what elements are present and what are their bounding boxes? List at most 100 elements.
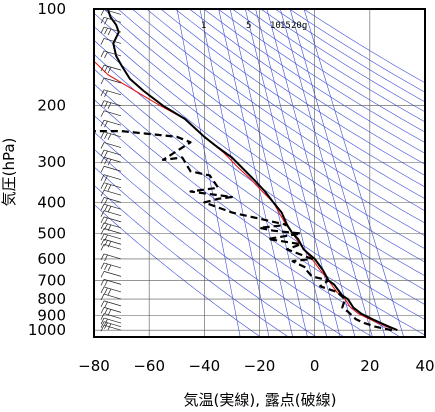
wind-barb-shaft [103, 38, 122, 44]
wind-barb-feather [100, 244, 105, 251]
wind-barb-feather [100, 216, 105, 224]
dry-adiabat-line [146, 9, 425, 200]
wind-barb-feather [104, 65, 108, 73]
wind-barb-feather [100, 64, 105, 72]
y-axis-label: 気圧(hPa) [0, 138, 18, 207]
wind-barb-shaft [103, 174, 122, 181]
wind-barb-feather [100, 149, 105, 157]
wind-barb-shaft [103, 233, 122, 240]
y-tick-label: 600 [37, 250, 66, 268]
wind-barb-feather [100, 77, 105, 85]
wind-barb-feather [104, 205, 108, 212]
wind-barb-shaft [103, 50, 122, 57]
mixing-ratio-label: 15 [280, 21, 291, 31]
mixing-ratio-line [280, 9, 373, 337]
wind-barb-feather [104, 158, 108, 165]
wind-barb-feather [100, 174, 105, 181]
dry-adiabat-line [175, 9, 425, 176]
wind-barb-feather [100, 325, 105, 332]
dry-adiabat-line [132, 9, 425, 212]
mixing-ratio-label: 10 [270, 21, 281, 31]
wind-barb-feather [107, 309, 112, 316]
wind-barb-feather [104, 150, 108, 158]
wind-barb-shaft [103, 119, 122, 126]
temperature-line [106, 9, 398, 332]
x-tick-label: −60 [133, 357, 165, 375]
wind-barb-feather [104, 175, 108, 182]
wind-barb-feather [104, 287, 108, 295]
y-tick-label: 800 [37, 290, 66, 308]
wind-barb-feather [100, 157, 105, 164]
y-tick-label: 200 [37, 97, 66, 115]
dry-adiabat-line [189, 9, 425, 165]
mixing-ratio-line [229, 9, 308, 337]
wind-barb-feather [104, 183, 108, 190]
wind-barb-shaft [103, 89, 122, 96]
wind-barb-feather [107, 206, 112, 213]
mixing-ratio-line [199, 9, 270, 337]
x-axis-label: 気温(実線), 露点(破線) [184, 391, 337, 409]
wind-barb-feather [104, 27, 108, 35]
wind-barb-shaft [103, 317, 122, 324]
dewpoint-line [94, 130, 393, 332]
guide-lines [94, 9, 425, 337]
dry-adiabat-line [94, 53, 425, 291]
mixing-ratio-line [303, 9, 404, 337]
wind-barb-shaft [103, 16, 122, 23]
wind-barb-feather [107, 288, 112, 296]
wind-barb-feather [100, 228, 105, 235]
wind-barb-feather [100, 210, 105, 217]
wind-barb-shaft [103, 307, 122, 313]
y-tick-label: 100 [37, 0, 66, 18]
wind-barb-feather [104, 263, 108, 271]
wind-barb-shaft [103, 321, 122, 327]
wind-barb-feather [100, 239, 105, 246]
wind-barb-feather [100, 271, 105, 278]
wind-barb-shaft [103, 142, 122, 148]
wind-barb-shaft [103, 9, 122, 15]
dry-adiabat-line [94, 184, 289, 337]
wind-barb-shaft [103, 110, 122, 117]
wind-barb-feather [104, 132, 108, 139]
wind-barb-feather [107, 66, 112, 74]
wind-barb-shaft [103, 293, 122, 300]
wind-barb-feather [100, 204, 105, 211]
wind-barb-feather [107, 184, 112, 191]
dry-adiabat-line [117, 9, 425, 224]
y-tick-label: 300 [37, 153, 66, 171]
dry-adiabat-line [203, 9, 425, 154]
mixing-ratio-line [266, 9, 356, 337]
wind-barb-feather [100, 120, 105, 127]
mixing-ratio-label: 5 [246, 21, 251, 31]
wind-barb-feather [104, 234, 108, 242]
wind-barb-feather [100, 286, 105, 294]
dry-adiabat-line [94, 99, 425, 336]
wind-barb-feather [100, 279, 105, 286]
mixing-ratio-label: 1 [201, 21, 206, 31]
wind-barb-feather [107, 102, 112, 109]
wind-barb-shaft [103, 262, 122, 269]
wind-barb-feather [107, 133, 112, 140]
wind-barb-shaft [103, 222, 122, 229]
x-tick-label: 20 [360, 357, 379, 375]
wind-barb-shaft [103, 64, 122, 71]
plot-frame [93, 8, 426, 338]
wind-barb-feather [104, 240, 108, 247]
wind-barb-feather [100, 110, 105, 117]
wind-barb-feather [104, 101, 108, 108]
y-tick-label: 700 [37, 271, 66, 289]
wind-barb-feather [107, 28, 112, 36]
dry-adiabat-line [94, 203, 261, 337]
mixing-ratio-line [218, 9, 293, 337]
wind-barb-feather [104, 51, 108, 59]
x-tick-label: −20 [244, 357, 276, 375]
wind-barb-feather [104, 198, 108, 205]
mixing-ratio-labels: 1 5 10 15 20g [201, 21, 307, 31]
y-tick-label: 500 [37, 225, 66, 243]
y-tick-label: 900 [37, 306, 66, 324]
wind-barb-shaft [103, 300, 122, 307]
wind-barb-shaft [103, 238, 122, 245]
x-tick-labels: −80 −60 −40 −20 0 20 40 [78, 357, 434, 375]
